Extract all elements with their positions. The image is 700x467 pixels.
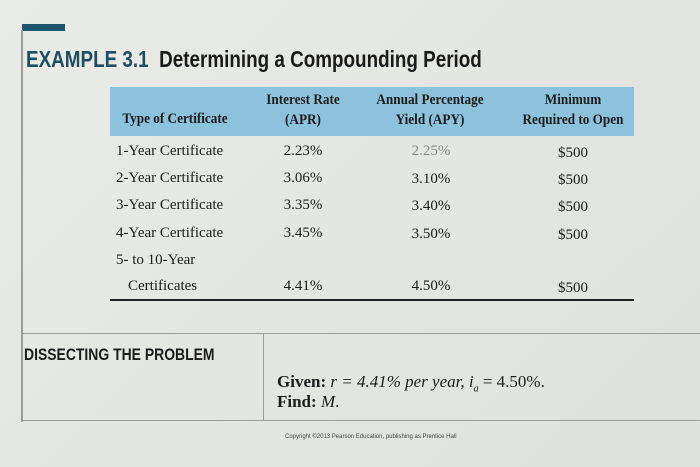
cell-type: 3-Year Certificate [116, 197, 224, 213]
table-header: Type of Certificate Interest Rate (APR) … [110, 87, 634, 136]
header-min-line2: Required to Open [522, 112, 624, 128]
example-heading: Determining a Compounding Period [159, 46, 482, 72]
find-label: Find: [277, 392, 317, 411]
given-expression: r = 4.41% per year, i [330, 372, 474, 391]
section-divider-top [22, 333, 700, 334]
section-column-divider [263, 333, 264, 421]
given-line: Given: r = 4.41% per year, ia = 4.50%. [277, 372, 545, 394]
cell-apr: 3.35% [283, 197, 323, 213]
cell-apr: 3.45% [283, 225, 323, 241]
cell-min: $500 [558, 172, 588, 188]
given-text: r = 4.41% per year, ia = 4.50%. [330, 372, 545, 395]
dissecting-heading: DISSECTING THE PROBLEM [24, 345, 215, 364]
header-apr-line1: Interest Rate [266, 92, 340, 108]
example-title: EXAMPLE 3.1 Determining a Compounding Pe… [26, 46, 482, 73]
cell-min: $500 [558, 199, 588, 215]
cell-apy: 2.25% [411, 143, 451, 159]
find-tail: . [335, 392, 340, 411]
cell-apy: 3.10% [411, 171, 451, 187]
header-min: Minimum Required to Open [516, 90, 630, 130]
given-tail: = 4.50%. [478, 372, 545, 391]
header-min-line1: Minimum [544, 92, 602, 108]
cell-type: 2-Year Certificate [116, 170, 224, 186]
cell-apr: 2.23% [283, 143, 323, 159]
given-subscript: a [473, 383, 479, 395]
cell-apr: 4.41% [283, 278, 323, 294]
cell-apr: 3.06% [283, 170, 323, 186]
section-accent-bar [22, 24, 65, 31]
header-apy-line1: Annual Percentage [376, 92, 484, 108]
cell-min: $500 [558, 227, 588, 243]
table-bottom-rule [110, 299, 634, 301]
header-apr-line2: (APR) [285, 112, 321, 128]
copyright-notice: Copyright ©2013 Pearson Education, publi… [285, 434, 457, 440]
cell-type: 1-Year Certificate [116, 143, 224, 159]
cell-type: Certificates [128, 278, 198, 294]
cell-type: 4-Year Certificate [116, 225, 224, 241]
cell-apy: 4.50% [411, 278, 451, 294]
header-type: Type of Certificate [122, 111, 228, 127]
cell-min: $500 [558, 280, 588, 296]
find-line: Find: M. [277, 392, 339, 412]
example-label: EXAMPLE 3.1 [26, 46, 149, 72]
cell-apy: 3.50% [411, 226, 451, 242]
header-apy-line2: Yield (APY) [395, 112, 465, 128]
given-label: Given: [277, 372, 327, 391]
find-text: M [320, 392, 336, 411]
header-apr: Interest Rate (APR) [259, 90, 347, 130]
cell-min: $500 [558, 145, 588, 161]
left-margin-rule [21, 30, 23, 422]
section-divider-bottom [22, 420, 700, 421]
cell-type-line1: 5- to 10-Year [116, 252, 196, 268]
cell-apy: 3.40% [411, 198, 451, 214]
header-apy: Annual Percentage Yield (APY) [373, 90, 487, 130]
